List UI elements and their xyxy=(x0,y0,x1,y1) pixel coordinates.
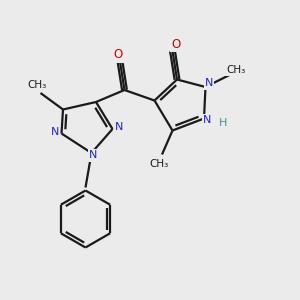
Text: CH₃: CH₃ xyxy=(149,159,169,169)
Text: N: N xyxy=(203,115,211,125)
Text: CH₃: CH₃ xyxy=(27,80,46,90)
Text: H: H xyxy=(219,118,228,128)
Text: N: N xyxy=(205,78,213,88)
Text: N: N xyxy=(115,122,123,133)
Text: CH₃: CH₃ xyxy=(226,64,246,75)
Text: N: N xyxy=(51,127,59,137)
Text: N: N xyxy=(89,150,97,161)
Text: O: O xyxy=(114,48,123,62)
Text: O: O xyxy=(171,38,180,51)
